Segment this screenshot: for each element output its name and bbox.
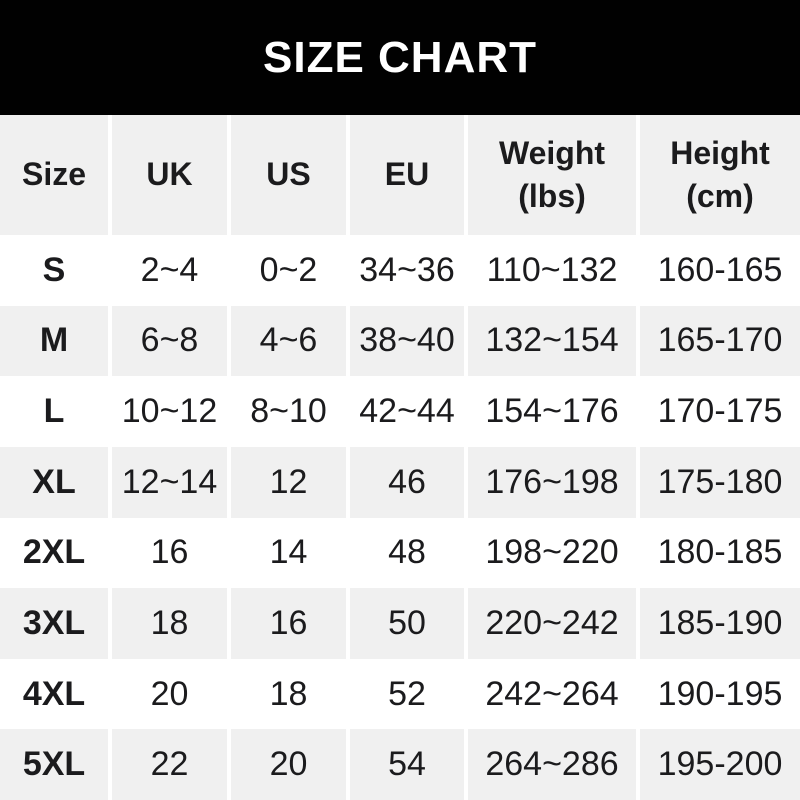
col-header-height: Height (cm) [636, 115, 800, 235]
banner: SIZE CHART [0, 0, 800, 115]
col-header-weight-unit: (lbs) [518, 178, 586, 214]
table-cell: 12~14 [108, 446, 227, 518]
table-cell: 132~154 [464, 305, 636, 377]
size-cell-l: L [0, 376, 108, 447]
col-header-uk: UK [108, 115, 227, 235]
table-cell: 4~6 [227, 305, 346, 377]
table-cell: 18 [227, 658, 346, 730]
table-cell: 160-165 [636, 235, 800, 306]
table-cell: 50 [346, 588, 464, 659]
table-cell: 110~132 [464, 235, 636, 306]
size-cell-3xl: 3XL [0, 588, 108, 659]
col-header-eu: EU [346, 115, 464, 235]
table-cell: 14 [227, 517, 346, 589]
table-cell: 46 [346, 446, 464, 518]
table-cell: 54 [346, 729, 464, 800]
col-header-height-unit: (cm) [686, 178, 754, 214]
table-cell: 12 [227, 446, 346, 518]
table-cell: 8~10 [227, 376, 346, 447]
size-cell-s: S [0, 235, 108, 306]
table-cell: 34~36 [346, 235, 464, 306]
table-cell: 0~2 [227, 235, 346, 306]
table-cell: 20 [108, 658, 227, 730]
table-cell: 180-185 [636, 517, 800, 589]
col-header-size: Size [0, 115, 108, 235]
table-cell: 165-170 [636, 305, 800, 377]
table-cell: 10~12 [108, 376, 227, 447]
col-header-weight: Weight (lbs) [464, 115, 636, 235]
size-cell-xl: XL [0, 446, 108, 518]
col-header-height-label: Height [670, 134, 770, 171]
table-cell: 242~264 [464, 658, 636, 730]
size-cell-4xl: 4XL [0, 658, 108, 730]
table-cell: 20 [227, 729, 346, 800]
table-cell: 38~40 [346, 305, 464, 377]
col-header-eu-label: EU [384, 156, 430, 193]
table-cell: 22 [108, 729, 227, 800]
table-cell: 16 [108, 517, 227, 589]
col-header-size-label: Size [21, 156, 87, 193]
table-cell: 42~44 [346, 376, 464, 447]
col-header-weight-label: Weight [498, 134, 606, 171]
table-cell: 48 [346, 517, 464, 589]
table-cell: 6~8 [108, 305, 227, 377]
size-cell-5xl: 5XL [0, 729, 108, 800]
size-cell-m: M [0, 305, 108, 377]
table-cell: 52 [346, 658, 464, 730]
size-cell-2xl: 2XL [0, 517, 108, 589]
col-header-us-label: US [266, 156, 311, 193]
size-table: Size UK US EU Weight (lbs) Height (cm) S… [0, 115, 800, 800]
table-cell: 198~220 [464, 517, 636, 589]
table-cell: 190-195 [636, 658, 800, 730]
col-header-us: US [227, 115, 346, 235]
table-cell: 220~242 [464, 588, 636, 659]
table-cell: 175-180 [636, 446, 800, 518]
table-cell: 195-200 [636, 729, 800, 800]
table-cell: 2~4 [108, 235, 227, 306]
table-cell: 170-175 [636, 376, 800, 447]
table-cell: 176~198 [464, 446, 636, 518]
table-cell: 264~286 [464, 729, 636, 800]
table-cell: 154~176 [464, 376, 636, 447]
table-cell: 18 [108, 588, 227, 659]
page-title: SIZE CHART [263, 32, 537, 82]
table-cell: 16 [227, 588, 346, 659]
table-cell: 185-190 [636, 588, 800, 659]
col-header-uk-label: UK [146, 156, 193, 193]
